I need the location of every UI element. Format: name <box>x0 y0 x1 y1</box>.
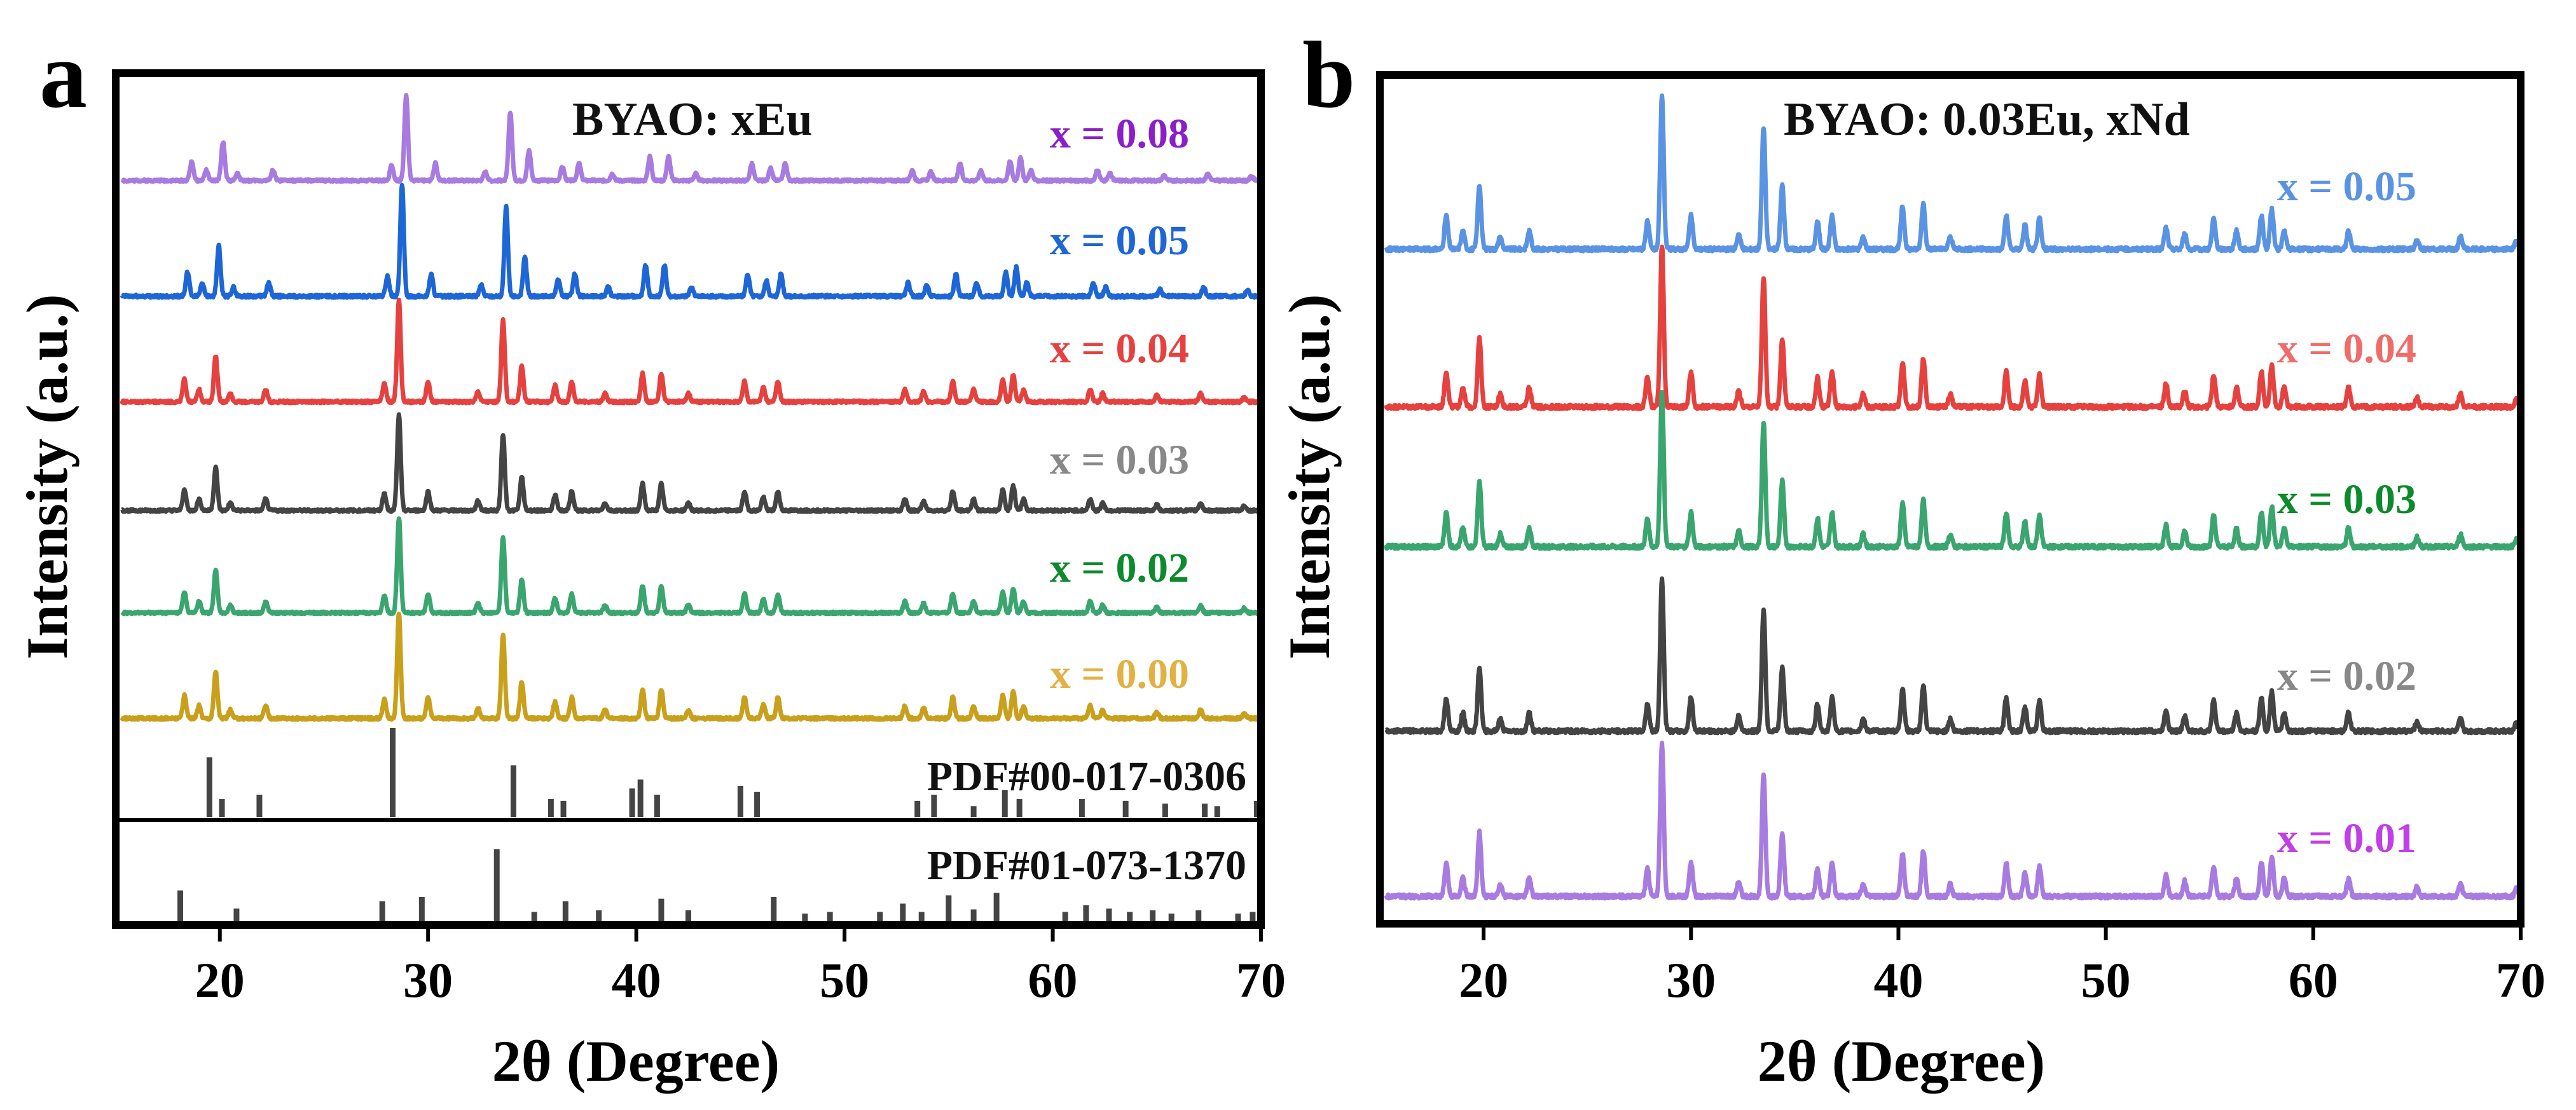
panel-b-xlabel: 2θ (Degree) <box>1758 1029 2045 1093</box>
panel-b-series-labels: x = 0.05 x = 0.04 x = 0.03 x = 0.02 x = 0.01 <box>2277 163 2416 861</box>
series-trace-b-4 <box>1384 741 2521 901</box>
series-label-a-0: x = 0.08 <box>1050 111 1189 157</box>
x-tick-label-b-5: 70 <box>2496 952 2545 1008</box>
panel-a-x-ticks: 20 30 40 50 60 70 <box>195 925 1286 1008</box>
series-label-a-3: x = 0.03 <box>1050 437 1189 483</box>
x-tick-label-b-1: 30 <box>1666 952 1716 1008</box>
panel-b-traces <box>1384 93 2521 901</box>
x-tick-label-a-5: 70 <box>1236 952 1286 1008</box>
series-label-b-1: x = 0.04 <box>2277 325 2416 372</box>
panel-a-ylabel: Intensity (a.u.) <box>15 294 79 659</box>
series-label-a-1: x = 0.05 <box>1050 217 1189 264</box>
panel-b-letter: b <box>1302 22 1355 128</box>
panel-a-series-labels: x = 0.08 x = 0.05 x = 0.04 x = 0.03 x = 0.02… <box>1050 111 1189 697</box>
series-trace-b-3 <box>1384 576 2521 736</box>
series-label-a-5: x = 0.00 <box>1050 651 1189 697</box>
series-label-b-2: x = 0.03 <box>2277 476 2416 523</box>
x-tick-label-b-4: 60 <box>2289 952 2338 1008</box>
x-tick-label-b-3: 50 <box>2081 952 2131 1008</box>
series-label-b-4: x = 0.01 <box>2277 815 2416 861</box>
ref-label-0: PDF#00-017-0306 <box>927 753 1246 800</box>
x-tick-label-b-0: 20 <box>1459 952 1508 1008</box>
x-tick-label-a-2: 40 <box>612 952 661 1008</box>
panel-b-x-ticks: 20 30 40 50 60 70 <box>1459 924 2545 1008</box>
series-trace-b-0 <box>1384 93 2521 254</box>
panel-a-reference-labels: PDF#00-017-0306 PDF#01-073-1370 <box>927 753 1246 889</box>
series-trace-a-4 <box>120 516 1261 617</box>
panel-b: b BYAO: 0.03Eu, xNd x = 0.05x = 0.04x = … <box>1277 22 2545 1093</box>
panel-a-frame <box>112 69 1265 929</box>
panel-a-title: BYAO: xEu <box>572 93 813 146</box>
ref-label-1: PDF#01-073-1370 <box>927 842 1246 889</box>
x-tick-label-a-3: 50 <box>820 952 869 1008</box>
series-label-a-2: x = 0.04 <box>1050 325 1189 372</box>
x-tick-label-a-4: 60 <box>1028 952 1078 1008</box>
series-trace-a-5 <box>120 612 1261 722</box>
panel-a-xlabel: 2θ (Degree) <box>492 1029 780 1093</box>
panel-b-title: BYAO: 0.03Eu, xNd <box>1784 93 2190 146</box>
series-trace-a-3 <box>120 412 1261 514</box>
series-label-a-4: x = 0.02 <box>1050 545 1189 591</box>
x-tick-label-a-1: 30 <box>403 952 453 1008</box>
series-trace-a-2 <box>120 298 1261 406</box>
series-label-b-3: x = 0.02 <box>2277 653 2416 699</box>
panel-a-traces <box>120 93 1261 722</box>
series-label-b-0: x = 0.05 <box>2277 163 2416 210</box>
panel-a-references <box>177 728 1260 922</box>
panel-b-ylabel: Intensity (a.u.) <box>1277 294 1342 659</box>
series-trace-a-0 <box>120 93 1261 184</box>
panel-a: a BYAO: xEu x = 0.08x = 0.05x = 0.04x = … <box>15 22 1286 1093</box>
panel-b-frame <box>1376 71 2524 928</box>
panel-a-letter: a <box>39 22 87 128</box>
series-trace-b-2 <box>1384 390 2521 551</box>
x-tick-label-a-0: 20 <box>195 952 245 1008</box>
series-trace-b-1 <box>1384 244 2521 411</box>
series-trace-a-1 <box>120 182 1261 300</box>
x-tick-label-b-2: 40 <box>1873 952 1923 1008</box>
